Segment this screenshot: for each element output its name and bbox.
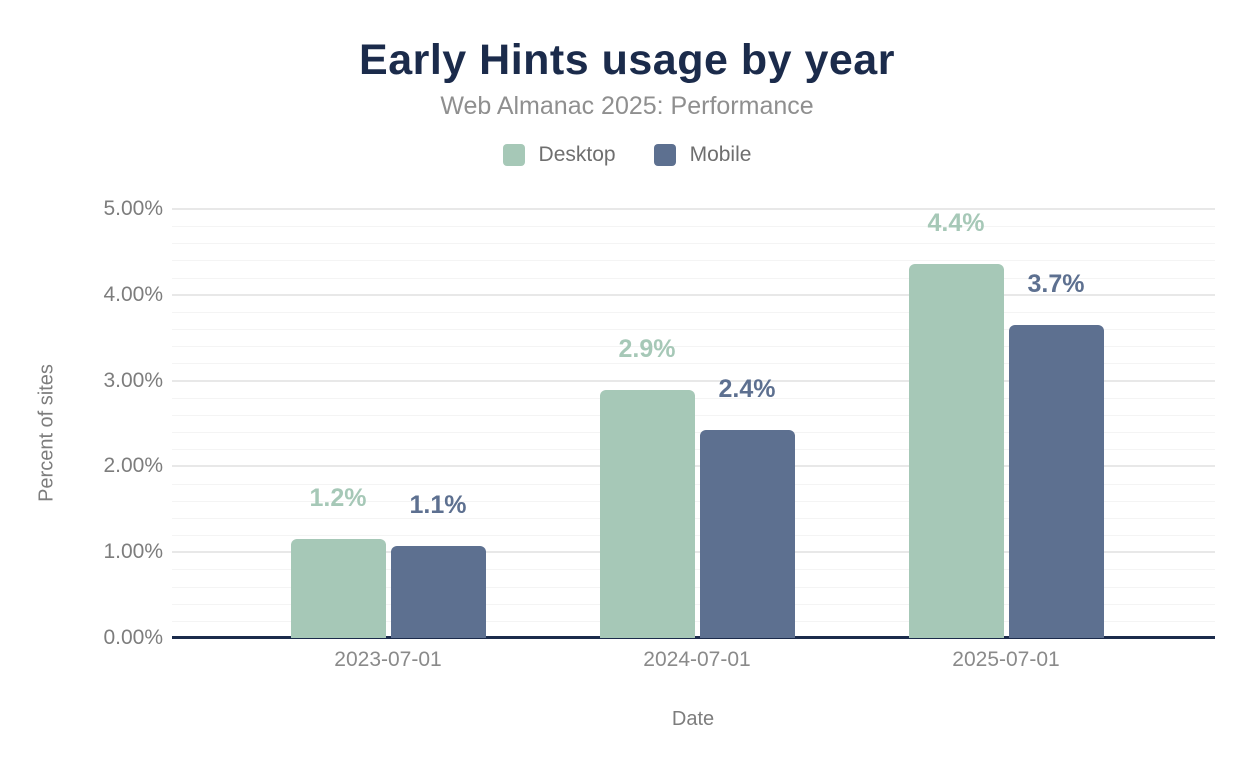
gridline-major-4.0 bbox=[172, 293, 1215, 296]
gridline-minor-4.8 bbox=[172, 226, 1215, 228]
chart-subtitle: Web Almanac 2025: Performance bbox=[440, 92, 814, 120]
x-tick-label-2025-07-01: 2025-07-01 bbox=[952, 648, 1060, 671]
bar-value-label-mobile-2024-07-01: 2.4% bbox=[718, 375, 776, 404]
plot-area: 1.2% 1.1% 2.9% 2.4% 4.4% 3.7% bbox=[172, 208, 1215, 639]
gridline-minor-4.6 bbox=[172, 243, 1215, 245]
legend-item-desktop: Desktop bbox=[502, 143, 616, 167]
gridline-minor-3.2 bbox=[172, 363, 1215, 365]
y-tick-label-0.00%: 0.00% bbox=[103, 626, 163, 649]
bar-value-label-mobile-2023-07-01: 1.1% bbox=[409, 491, 467, 520]
bar-value-label-desktop-2024-07-01: 2.9% bbox=[618, 335, 676, 364]
legend-item-mobile: Mobile bbox=[653, 143, 752, 167]
bar-mobile-2025-07-01[interactable] bbox=[1008, 324, 1104, 638]
y-tick-label-1.00%: 1.00% bbox=[103, 540, 163, 564]
x-tick-label-2023-07-01: 2023-07-01 bbox=[334, 648, 442, 671]
x-tick-label-2024-07-01: 2024-07-01 bbox=[643, 648, 751, 671]
gridline-minor-4.2 bbox=[172, 277, 1215, 279]
legend-swatch-mobile bbox=[653, 144, 676, 166]
gridline-minor-3.6 bbox=[172, 329, 1215, 331]
bar-desktop-2023-07-01[interactable] bbox=[290, 539, 386, 638]
gridline-minor-4.4 bbox=[172, 260, 1215, 262]
gridline-minor-3.8 bbox=[172, 311, 1215, 313]
y-tick-label-2.00%: 2.00% bbox=[103, 454, 163, 478]
bar-desktop-2025-07-01[interactable] bbox=[908, 263, 1004, 638]
bar-value-label-desktop-2023-07-01: 1.2% bbox=[309, 484, 367, 513]
y-tick-label-3.00%: 3.00% bbox=[103, 368, 163, 392]
gridline-minor-3.4 bbox=[172, 346, 1215, 348]
chart-title: Early Hints usage by year bbox=[359, 36, 895, 84]
legend: Desktop Mobile bbox=[0, 143, 1254, 167]
y-tick-label-4.00%: 4.00% bbox=[103, 282, 163, 306]
bar-mobile-2024-07-01[interactable] bbox=[699, 430, 795, 638]
bar-value-label-desktop-2025-07-01: 4.4% bbox=[927, 208, 985, 237]
bar-desktop-2024-07-01[interactable] bbox=[599, 390, 695, 638]
x-axis-title: Date bbox=[671, 708, 715, 730]
legend-swatch-desktop bbox=[502, 144, 525, 166]
y-tick-label-5.00%: 5.00% bbox=[103, 197, 163, 220]
legend-label-mobile: Mobile bbox=[689, 143, 752, 166]
bar-value-label-mobile-2025-07-01: 3.7% bbox=[1027, 269, 1085, 298]
bar-mobile-2023-07-01[interactable] bbox=[390, 546, 486, 638]
gridline-major-5.0 bbox=[172, 208, 1215, 210]
gridline-major-3.0 bbox=[172, 379, 1215, 382]
legend-label-desktop: Desktop bbox=[538, 143, 616, 166]
